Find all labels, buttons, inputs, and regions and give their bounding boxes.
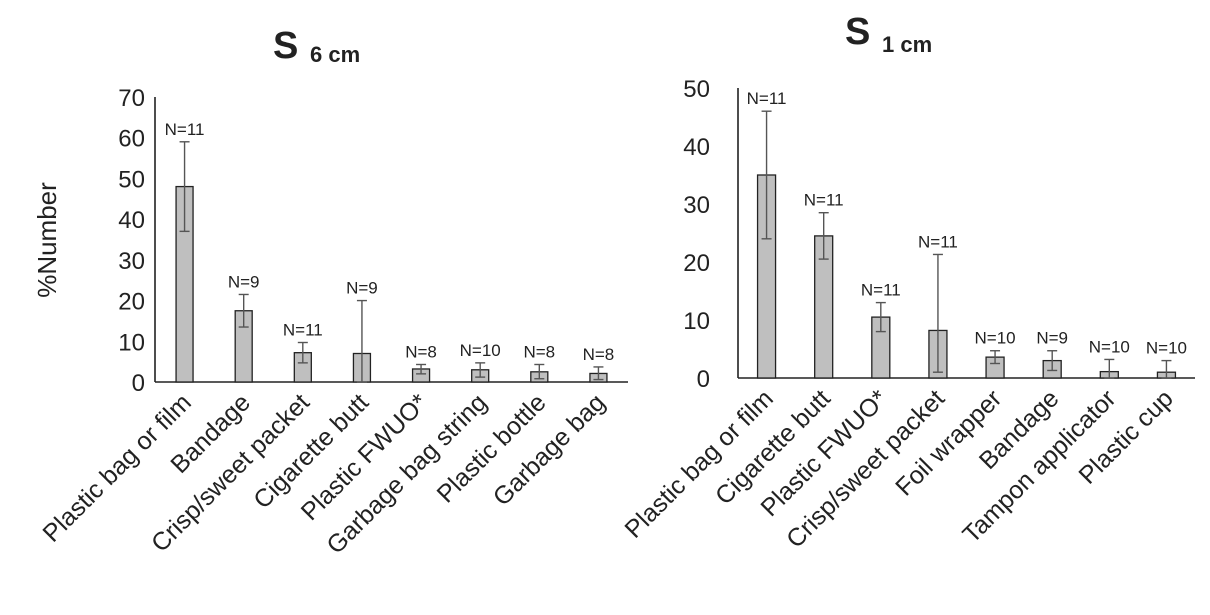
chart-2-n-label: N=11: [861, 281, 901, 300]
chart-2-y-tick-label: 50: [683, 76, 710, 103]
chart-1-n-label: N=8: [405, 342, 437, 361]
chart-2-n-label: N=10: [975, 329, 1016, 348]
chart-1-y-tick-label: 20: [118, 289, 145, 316]
chart-1-y-tick-label: 40: [118, 207, 145, 234]
chart-2-y-tick-label: 0: [697, 366, 710, 393]
chart-1-n-label: N=10: [460, 341, 501, 360]
chart-2-n-label: N=10: [1089, 337, 1130, 356]
chart-1-title: S: [273, 25, 298, 67]
chart-1-y-tick-label: 10: [118, 329, 145, 356]
chart-1-n-label: N=11: [283, 321, 323, 340]
chart-2-n-label: N=11: [804, 191, 844, 210]
chart-2-y-tick-label: 20: [683, 250, 710, 277]
chart-1-title-subscript: 6 cm: [310, 42, 360, 67]
chart-1-n-label: N=11: [165, 120, 205, 139]
chart-1-y-tick-label: 60: [118, 126, 145, 153]
chart-1-n-label: N=9: [228, 272, 260, 291]
chart-2-n-label: N=11: [918, 232, 958, 251]
chart-1-n-label: N=8: [583, 345, 615, 364]
chart-1-y-tick-label: 0: [132, 370, 145, 397]
chart-2-n-label: N=9: [1036, 329, 1068, 348]
chart-1-y-tick-label: 30: [118, 248, 145, 275]
chart-2-n-label: N=10: [1146, 339, 1187, 358]
chart-1-n-label: N=9: [346, 279, 378, 298]
chart-2-y-tick-label: 10: [683, 308, 710, 335]
chart-2-y-tick-label: 30: [683, 192, 710, 219]
chart-1-y-axis-label: %Number: [32, 182, 62, 298]
chart-1-n-label: N=8: [523, 342, 555, 361]
chart-1-y-tick-label: 70: [118, 85, 145, 112]
chart-2-y-tick-label: 40: [683, 134, 710, 161]
chart-2-title-subscript: 1 cm: [882, 32, 932, 57]
chart-1-y-tick-label: 50: [118, 166, 145, 193]
chart-2-title: S: [845, 11, 870, 53]
chart-2-n-label: N=11: [747, 89, 787, 108]
